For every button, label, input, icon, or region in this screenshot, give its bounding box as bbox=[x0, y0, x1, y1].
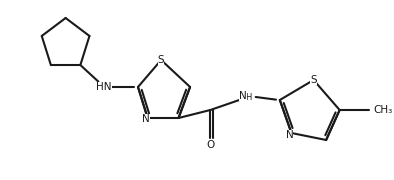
Text: S: S bbox=[310, 75, 317, 85]
Text: N: N bbox=[286, 130, 294, 140]
Text: H: H bbox=[245, 93, 251, 102]
Text: O: O bbox=[206, 140, 214, 150]
Text: HN: HN bbox=[97, 82, 112, 92]
Text: N: N bbox=[239, 91, 247, 101]
Text: N: N bbox=[142, 114, 150, 124]
Text: CH₃: CH₃ bbox=[374, 105, 393, 115]
Text: S: S bbox=[158, 55, 164, 65]
